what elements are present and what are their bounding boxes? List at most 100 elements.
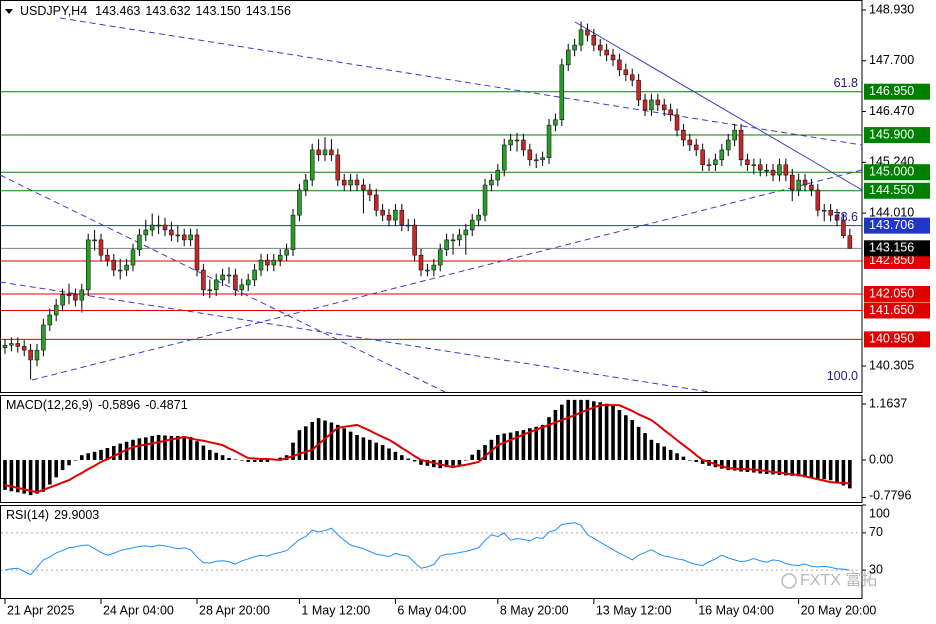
histogram-bar: [444, 459, 449, 468]
x-tick-label: 6 May 04:00: [397, 603, 466, 617]
candle-body: [661, 104, 667, 111]
fib-label: 78.6: [834, 210, 858, 224]
histogram-bar: [92, 451, 97, 460]
low-label: 143.150: [196, 4, 241, 18]
macd-title: MACD(12,26,9): [6, 398, 93, 412]
price-header: USDJPY,H4 143.463 143.632 143.150 143.156: [20, 4, 291, 18]
histogram-bar: [214, 452, 219, 460]
candle-body: [655, 99, 661, 106]
candle-body: [463, 229, 469, 236]
histogram-bar: [368, 439, 372, 460]
signal-value: -0.4871: [145, 398, 187, 412]
histogram-bar: [105, 447, 110, 460]
histogram-bar: [380, 445, 385, 460]
histogram-bar: [464, 459, 468, 461]
histogram-bar: [700, 459, 705, 464]
candle-body: [821, 209, 827, 212]
histogram-bar: [508, 432, 513, 460]
candle-body: [130, 249, 136, 266]
x-tick-label: 8 May 20:00: [500, 603, 569, 617]
rsi-header: RSI(14) 29.9003: [6, 508, 99, 522]
histogram-bar: [496, 434, 500, 460]
histogram-bar: [752, 459, 756, 473]
histogram-bar: [259, 459, 263, 462]
histogram-bar: [796, 459, 801, 477]
candle-body: [386, 214, 392, 221]
candle-body: [540, 157, 545, 161]
level-label-box: [864, 331, 930, 348]
candle-body: [233, 274, 238, 291]
histogram-bar: [233, 459, 238, 461]
candle-body: [194, 234, 200, 271]
candle-body: [572, 44, 577, 51]
signal-line: [4, 404, 850, 494]
histogram-bar: [323, 420, 327, 460]
candle-body: [533, 159, 539, 162]
histogram-bar: [111, 446, 116, 460]
candle-body: [316, 149, 321, 156]
fib-label: 61.8: [834, 76, 858, 90]
candle-body: [290, 214, 296, 251]
histogram-bar: [790, 459, 795, 476]
histogram-bar: [726, 459, 731, 471]
histogram-bar: [316, 418, 321, 460]
candle-body: [809, 184, 814, 191]
histogram-bar: [470, 454, 475, 460]
histogram-bar: [745, 459, 750, 473]
candle-body: [834, 214, 840, 221]
histogram-bar: [163, 435, 167, 460]
level-label: 141.650: [869, 303, 914, 317]
candle-body: [508, 139, 513, 146]
x-tick-label: 24 Apr 04:00: [103, 603, 174, 617]
histogram-bar: [656, 443, 660, 460]
candle-body: [207, 289, 213, 292]
histogram-bar: [137, 438, 142, 460]
open-label: 143.463: [95, 4, 140, 18]
rsi-panel: [0, 505, 863, 599]
candle-body: [85, 239, 91, 291]
candle-body: [79, 289, 85, 301]
candle-body: [412, 224, 417, 256]
candle-body: [450, 239, 456, 242]
candle-body: [418, 254, 424, 271]
histogram-bar: [688, 459, 692, 461]
histogram-bar: [22, 459, 26, 494]
histogram-bar: [35, 459, 39, 494]
candle-body: [847, 235, 853, 249]
symbol: USDJPY,H4: [20, 4, 87, 18]
histogram-bar: [79, 455, 84, 460]
candle-body: [47, 314, 53, 326]
candle-body: [361, 184, 366, 191]
histogram-bar: [131, 439, 135, 460]
y-tick-label: 1.1637: [869, 396, 907, 410]
candle-body: [213, 279, 219, 291]
histogram-bar: [848, 459, 852, 489]
histogram-bar: [86, 453, 90, 460]
histogram-bar: [809, 459, 814, 478]
watermark-icon: [781, 573, 797, 589]
candle-body: [226, 274, 232, 277]
rsi-line: [4, 522, 850, 576]
candle-body: [341, 179, 347, 186]
histogram-bar: [73, 459, 78, 461]
x-tick-label: 20 May 20:00: [801, 603, 877, 617]
price-panel: [0, 0, 863, 393]
candle-body: [751, 164, 757, 167]
candle-body: [425, 269, 430, 272]
candle-body: [495, 169, 501, 181]
histogram-bar: [361, 437, 366, 460]
candle-body: [642, 99, 648, 111]
candle-body: [521, 139, 526, 151]
candle-body: [34, 349, 40, 361]
candle-body: [437, 249, 443, 266]
candle-body: [252, 269, 257, 281]
trend-line: [574, 21, 863, 191]
y-tick-label: 0.00: [869, 452, 893, 466]
candle-body: [111, 259, 117, 271]
histogram-bar: [406, 458, 411, 460]
histogram-bar: [585, 399, 590, 460]
candle-body: [98, 239, 104, 256]
candle-body: [559, 64, 565, 121]
histogram-bar: [611, 405, 615, 460]
